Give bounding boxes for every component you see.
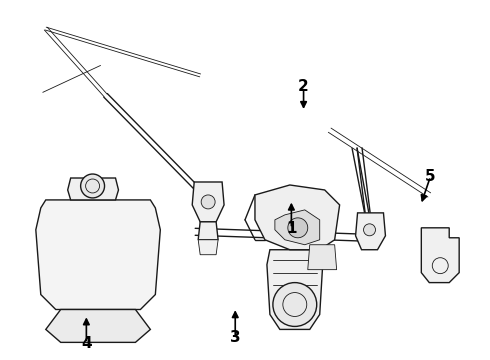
Polygon shape [198,240,218,255]
Circle shape [364,224,375,236]
Text: 4: 4 [81,336,92,351]
Polygon shape [255,185,340,250]
Polygon shape [198,222,218,240]
Text: 2: 2 [298,79,309,94]
Polygon shape [308,245,337,270]
Text: 1: 1 [286,221,296,236]
Circle shape [273,283,317,327]
Text: 5: 5 [425,169,436,184]
Polygon shape [192,182,224,222]
Polygon shape [46,310,150,342]
Polygon shape [275,210,319,245]
Polygon shape [36,200,160,310]
Polygon shape [356,213,386,250]
Text: 3: 3 [230,330,241,345]
Polygon shape [421,228,459,283]
Circle shape [201,195,215,209]
Polygon shape [267,250,323,329]
Circle shape [81,174,104,198]
Circle shape [288,218,308,238]
Polygon shape [68,178,119,200]
